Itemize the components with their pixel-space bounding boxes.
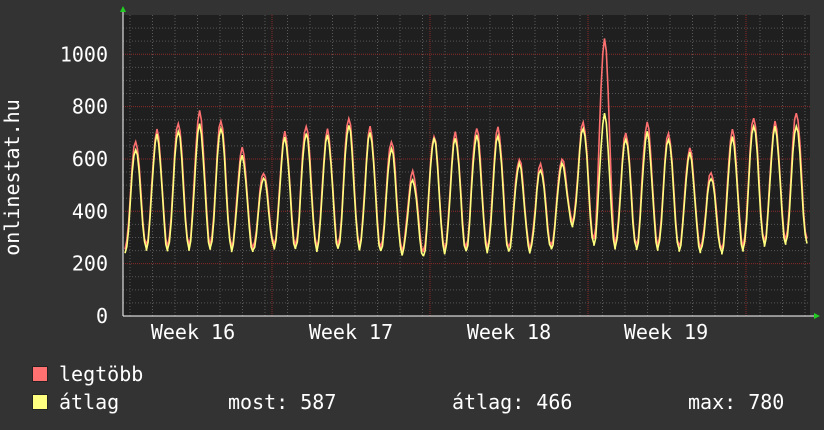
- y-tick-label: 0: [96, 304, 108, 328]
- y-tick-label: 400: [72, 199, 108, 223]
- x-axis-arrow: [814, 313, 820, 319]
- x-tick-label: Week 18: [467, 320, 551, 344]
- stat-now: most: 587: [228, 390, 337, 414]
- stat-max: max: 780: [688, 390, 785, 414]
- x-tick-label: Week 19: [624, 320, 708, 344]
- legend-label-legtobb: legtöbb: [59, 362, 144, 386]
- series-line-atlag: [124, 112, 808, 257]
- legend-item-atlag: átlag most: 587 átlag: 466 max: 780: [32, 390, 812, 414]
- legend-label-atlag: átlag: [59, 390, 120, 414]
- y-tick-label: 200: [72, 252, 108, 276]
- legend-swatch-legtobb: [32, 366, 48, 382]
- y-axis-arrow: [120, 6, 126, 12]
- plot-area: [123, 15, 810, 316]
- x-tick-label: Week 16: [151, 320, 235, 344]
- traffic-chart: 0 200 400 600 800 1000 Week 16 Week 17 Week 18 We…: [0, 6, 820, 344]
- y-tick-label: 1000: [60, 42, 108, 66]
- y-axis-label: onlinestat.hu: [0, 99, 24, 256]
- stat-average: átlag: 466: [452, 390, 573, 414]
- y-tick-label: 600: [72, 147, 108, 171]
- y-tick-label: 800: [72, 95, 108, 119]
- legend-swatch-atlag: [32, 394, 48, 410]
- x-tick-label: Week 17: [309, 320, 393, 344]
